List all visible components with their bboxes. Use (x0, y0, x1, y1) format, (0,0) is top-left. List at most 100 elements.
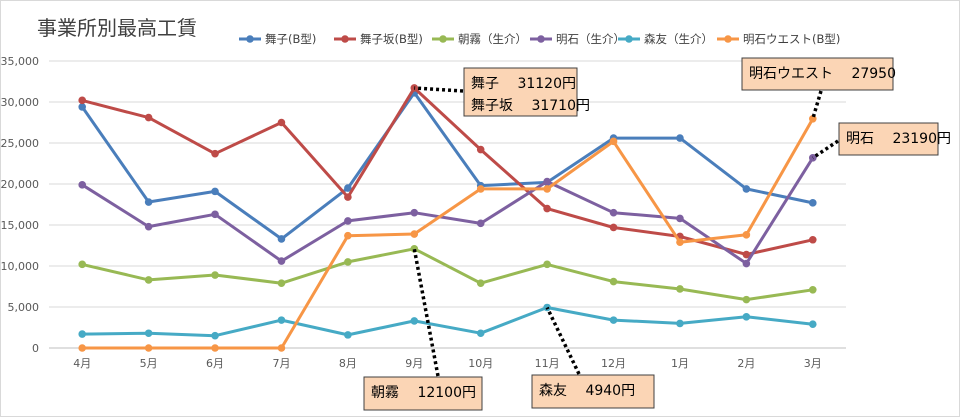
series-2 (78, 244, 817, 304)
data-point (277, 118, 286, 127)
legend-label: 明石ウエスト(B型) (743, 32, 840, 46)
data-point (144, 113, 153, 122)
callout-text: 明石 23190円 (846, 131, 951, 147)
legend-item: 森友（生介） (618, 32, 713, 46)
legend-item: 明石ウエスト(B型) (717, 32, 840, 46)
callout-box (741, 57, 894, 91)
data-point (78, 260, 87, 269)
data-point (410, 230, 419, 238)
data-point (808, 235, 817, 244)
callout-box (838, 122, 939, 156)
data-point (476, 329, 485, 338)
y-tick-label: 30,000 (1, 96, 39, 109)
data-point (344, 193, 352, 201)
series-line (80, 86, 815, 256)
data-point (742, 259, 751, 268)
data-point (676, 214, 684, 223)
legend-item: 舞子(B型) (239, 32, 316, 46)
y-tick-label: 15,000 (1, 219, 39, 232)
data-point (211, 149, 219, 158)
chart-title: 事業所別最高工賃 (37, 16, 197, 40)
x-tick-label: 12月 (601, 357, 626, 370)
data-point (144, 198, 153, 206)
gridlines (49, 60, 846, 349)
data-point (277, 235, 286, 243)
data-point (609, 316, 618, 324)
x-axis: 4月 5月 6月 7月 8月 9月 10月 11月 12月 1月 2月 3月 (73, 357, 822, 370)
data-point (144, 344, 153, 352)
data-point (609, 137, 618, 146)
callout-box (463, 67, 578, 117)
data-point (543, 204, 551, 213)
x-tick-label: 8月 (339, 357, 357, 370)
series-line (80, 306, 815, 338)
data-point (609, 223, 618, 232)
legend-marker (537, 35, 545, 43)
callout-text: 森友 4940円 (539, 383, 635, 399)
y-tick-label: 10,000 (1, 260, 39, 273)
y-tick-label: 20,000 (1, 178, 39, 191)
data-point (676, 285, 684, 293)
series-line (80, 247, 815, 302)
data-point (277, 279, 286, 288)
data-point (808, 285, 817, 294)
x-tick-label: 5月 (140, 357, 158, 370)
data-point (211, 331, 219, 340)
series-0 (78, 89, 817, 243)
legend: 舞子(B型) 舞子坂(B型) 朝霧（生介） 明石（生介） 森友（生介） 明石ウエスト(B型… (239, 32, 840, 46)
legend-marker (724, 35, 732, 43)
callout-text: 舞子坂 31710円 (471, 98, 590, 114)
legend-marker (341, 35, 349, 43)
data-point (78, 344, 87, 352)
x-tick-label: 3月 (804, 357, 822, 370)
callout-leader (545, 306, 581, 375)
data-point (676, 238, 684, 247)
data-point (144, 276, 153, 284)
data-point (78, 181, 87, 189)
data-point (344, 217, 352, 225)
series-group (78, 84, 817, 352)
series-5 (78, 115, 817, 352)
data-point (344, 184, 352, 192)
legend-item: 朝霧（生介） (432, 32, 527, 46)
data-point (211, 344, 219, 352)
data-point (211, 210, 219, 219)
callout-text: 朝霧 12100円 (371, 385, 476, 401)
data-point (476, 145, 485, 154)
series-1 (78, 84, 817, 259)
data-point (543, 260, 551, 269)
x-tick-label: 4月 (73, 357, 91, 370)
data-point (344, 258, 352, 266)
callout-leader (811, 90, 823, 120)
legend-item: 明石（生介） (530, 32, 625, 46)
callout-asagiri: 朝霧 12100円 (363, 376, 483, 411)
data-point (742, 185, 751, 193)
data-point (211, 271, 219, 279)
legend-label: 舞子坂(B型) (360, 32, 423, 46)
callout-text: 舞子 31120円 (471, 76, 576, 92)
x-tick-label: 6月 (206, 357, 224, 370)
series-4 (78, 303, 817, 340)
legend-marker (246, 35, 254, 43)
series-3 (78, 154, 817, 268)
data-point (676, 134, 684, 142)
y-tick-label: 5,000 (8, 301, 40, 314)
y-tick-label: 0 (32, 342, 39, 355)
x-tick-label: 7月 (272, 357, 290, 370)
data-point (277, 344, 286, 352)
callout-leader (414, 86, 464, 93)
callout-leader (811, 139, 839, 160)
x-tick-label: 1月 (671, 357, 689, 370)
data-point (277, 257, 286, 265)
data-point (476, 279, 485, 288)
callout-box (363, 376, 483, 411)
data-point (144, 222, 153, 231)
x-tick-label: 9月 (405, 357, 423, 370)
callout-moritomo: 森友 4940円 (531, 374, 655, 409)
data-point (211, 187, 219, 196)
data-point (476, 219, 485, 228)
data-point (410, 317, 419, 325)
